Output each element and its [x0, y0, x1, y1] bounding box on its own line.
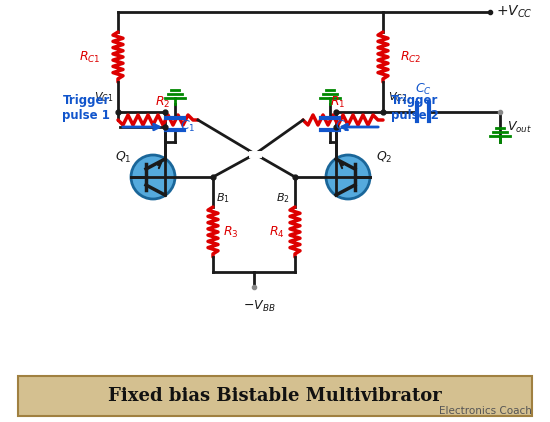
Text: $C_1$: $C_1$ — [180, 119, 195, 133]
Text: $R_1$: $R_1$ — [331, 95, 346, 110]
Text: $C_2$: $C_2$ — [335, 119, 350, 133]
Text: $R_{C2}$: $R_{C2}$ — [400, 49, 422, 65]
Text: Trigger
pulse 2: Trigger pulse 2 — [391, 94, 439, 122]
Text: $R_{C1}$: $R_{C1}$ — [79, 49, 101, 65]
Text: $V_{C1}$: $V_{C1}$ — [94, 90, 113, 104]
Text: $R_2$: $R_2$ — [155, 95, 170, 110]
Text: $C_C$: $C_C$ — [415, 82, 431, 97]
Text: $V_{out}$: $V_{out}$ — [507, 119, 532, 135]
Text: Trigger
pulse 1: Trigger pulse 1 — [62, 94, 110, 122]
Circle shape — [131, 155, 175, 199]
Text: $R_4$: $R_4$ — [270, 225, 285, 240]
Text: $B_2$: $B_2$ — [276, 191, 290, 205]
Text: $Q_2$: $Q_2$ — [376, 150, 393, 165]
Text: $- V_{BB}$: $- V_{BB}$ — [243, 299, 275, 314]
Text: $B_1$: $B_1$ — [216, 191, 230, 205]
Text: $V_{C2}$: $V_{C2}$ — [388, 90, 407, 104]
Text: $+V_{CC}$: $+V_{CC}$ — [496, 4, 533, 20]
FancyBboxPatch shape — [18, 376, 532, 416]
Circle shape — [326, 155, 370, 199]
Text: $R_3$: $R_3$ — [223, 225, 239, 240]
Text: Fixed bias Bistable Multivibrator: Fixed bias Bistable Multivibrator — [108, 387, 442, 405]
Text: $Q_1$: $Q_1$ — [115, 150, 131, 165]
Text: Electronics Coach: Electronics Coach — [439, 406, 532, 416]
